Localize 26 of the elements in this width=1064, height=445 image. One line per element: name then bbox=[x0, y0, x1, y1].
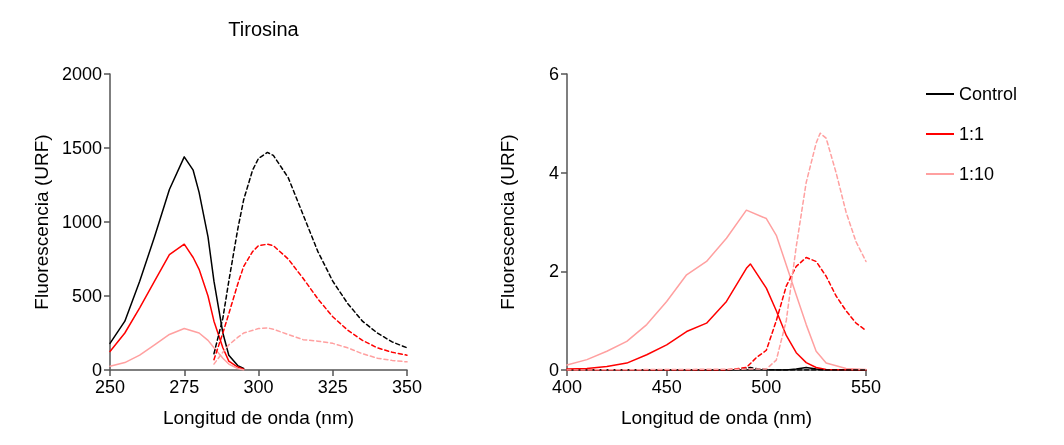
y-tick-label: 2000 bbox=[61, 64, 102, 84]
x-tick-label: 400 bbox=[551, 377, 583, 397]
y-tick-label: 500 bbox=[71, 286, 102, 306]
y-axis-title: Fluorescencia (URF) bbox=[497, 134, 518, 310]
y-tick-label: 2 bbox=[548, 261, 559, 282]
x-tick-label: 325 bbox=[317, 377, 348, 397]
legend-label: 1:10 bbox=[959, 164, 995, 184]
legend-label: Control bbox=[959, 84, 1018, 104]
y-tick-label: 4 bbox=[548, 162, 559, 183]
x-tick-label: 350 bbox=[391, 377, 423, 397]
y-tick-label: 1000 bbox=[61, 212, 102, 232]
x-tick-label: 300 bbox=[243, 377, 274, 397]
y-tick-label: 6 bbox=[548, 64, 559, 84]
x-tick-label: 450 bbox=[651, 377, 682, 397]
x-tick-label: 250 bbox=[94, 377, 126, 397]
x-axis-title: Longitud de onda (nm) bbox=[620, 407, 813, 428]
y-tick-label: 0 bbox=[91, 360, 102, 380]
y-tick-label: 0 bbox=[548, 360, 559, 380]
x-tick-label: 275 bbox=[169, 377, 200, 397]
y-axis-title: Fluorescencia (URF) bbox=[31, 134, 53, 310]
x-tick-label: 550 bbox=[850, 377, 882, 397]
chart-title: Tirosina bbox=[228, 18, 300, 40]
legend-label: 1:1 bbox=[959, 124, 985, 144]
x-axis-title: Longitud de onda (nm) bbox=[162, 407, 355, 428]
x-tick-label: 500 bbox=[751, 377, 782, 397]
y-tick-label: 1500 bbox=[61, 138, 102, 158]
